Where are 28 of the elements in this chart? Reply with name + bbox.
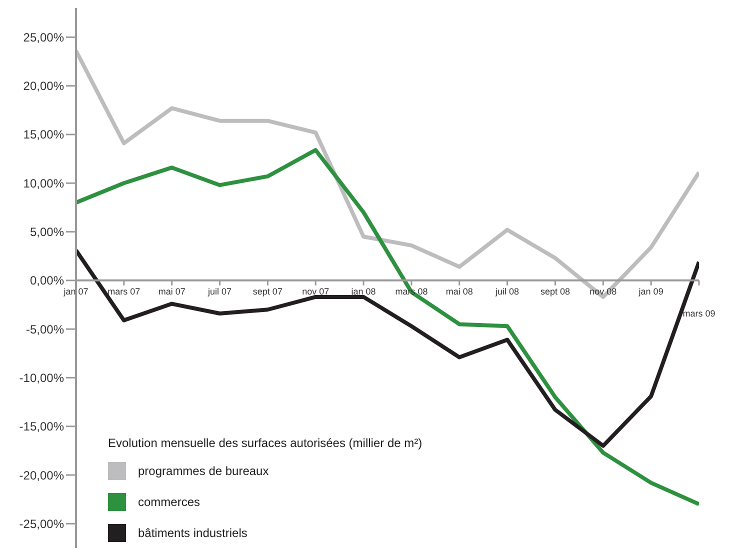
x-tick-label: mai 07 — [158, 286, 186, 296]
x-tick-label: mars 07 — [108, 286, 140, 296]
x-tick-label: sept 08 — [540, 286, 570, 296]
y-tick-label: 5,00% — [30, 225, 64, 240]
y-tick-label: -25,00% — [19, 516, 64, 531]
x-tick-label: mai 08 — [446, 286, 473, 296]
x-tick-label: jan 07 — [62, 286, 88, 296]
x-tick-label: juil 07 — [207, 286, 232, 296]
x-tick-label: nov 07 — [302, 286, 330, 296]
y-tick-label: 25,00% — [23, 30, 64, 44]
x-tick-label: juil 08 — [494, 286, 520, 296]
y-tick-label: 20,00% — [23, 79, 64, 94]
y-tick-label: -10,00% — [19, 370, 64, 385]
y-tick-label: -15,00% — [19, 420, 64, 434]
y-tick-label: 15,00% — [23, 128, 64, 142]
x-tick-label: sept 07 — [252, 286, 282, 296]
x-tick-label: jan 09 — [638, 286, 664, 296]
legend-label: commerces — [138, 495, 200, 509]
x-tick-label: jan 08 — [350, 286, 376, 296]
y-tick-label: 10,00% — [23, 176, 64, 190]
y-tick-label: 0,00% — [30, 274, 64, 288]
legend-label: programmes de bureaux — [138, 464, 269, 478]
x-tick-label: mars 09 — [682, 308, 716, 318]
legend-title: Evolution mensuelle des surfaces autorisées (millier de m²) — [108, 436, 424, 450]
legend-label: bâtiments industriels — [138, 526, 248, 540]
x-tick-label: nov 08 — [590, 286, 617, 296]
y-tick-label: -20,00% — [19, 468, 64, 482]
y-tick-label: -5,00% — [26, 322, 64, 336]
